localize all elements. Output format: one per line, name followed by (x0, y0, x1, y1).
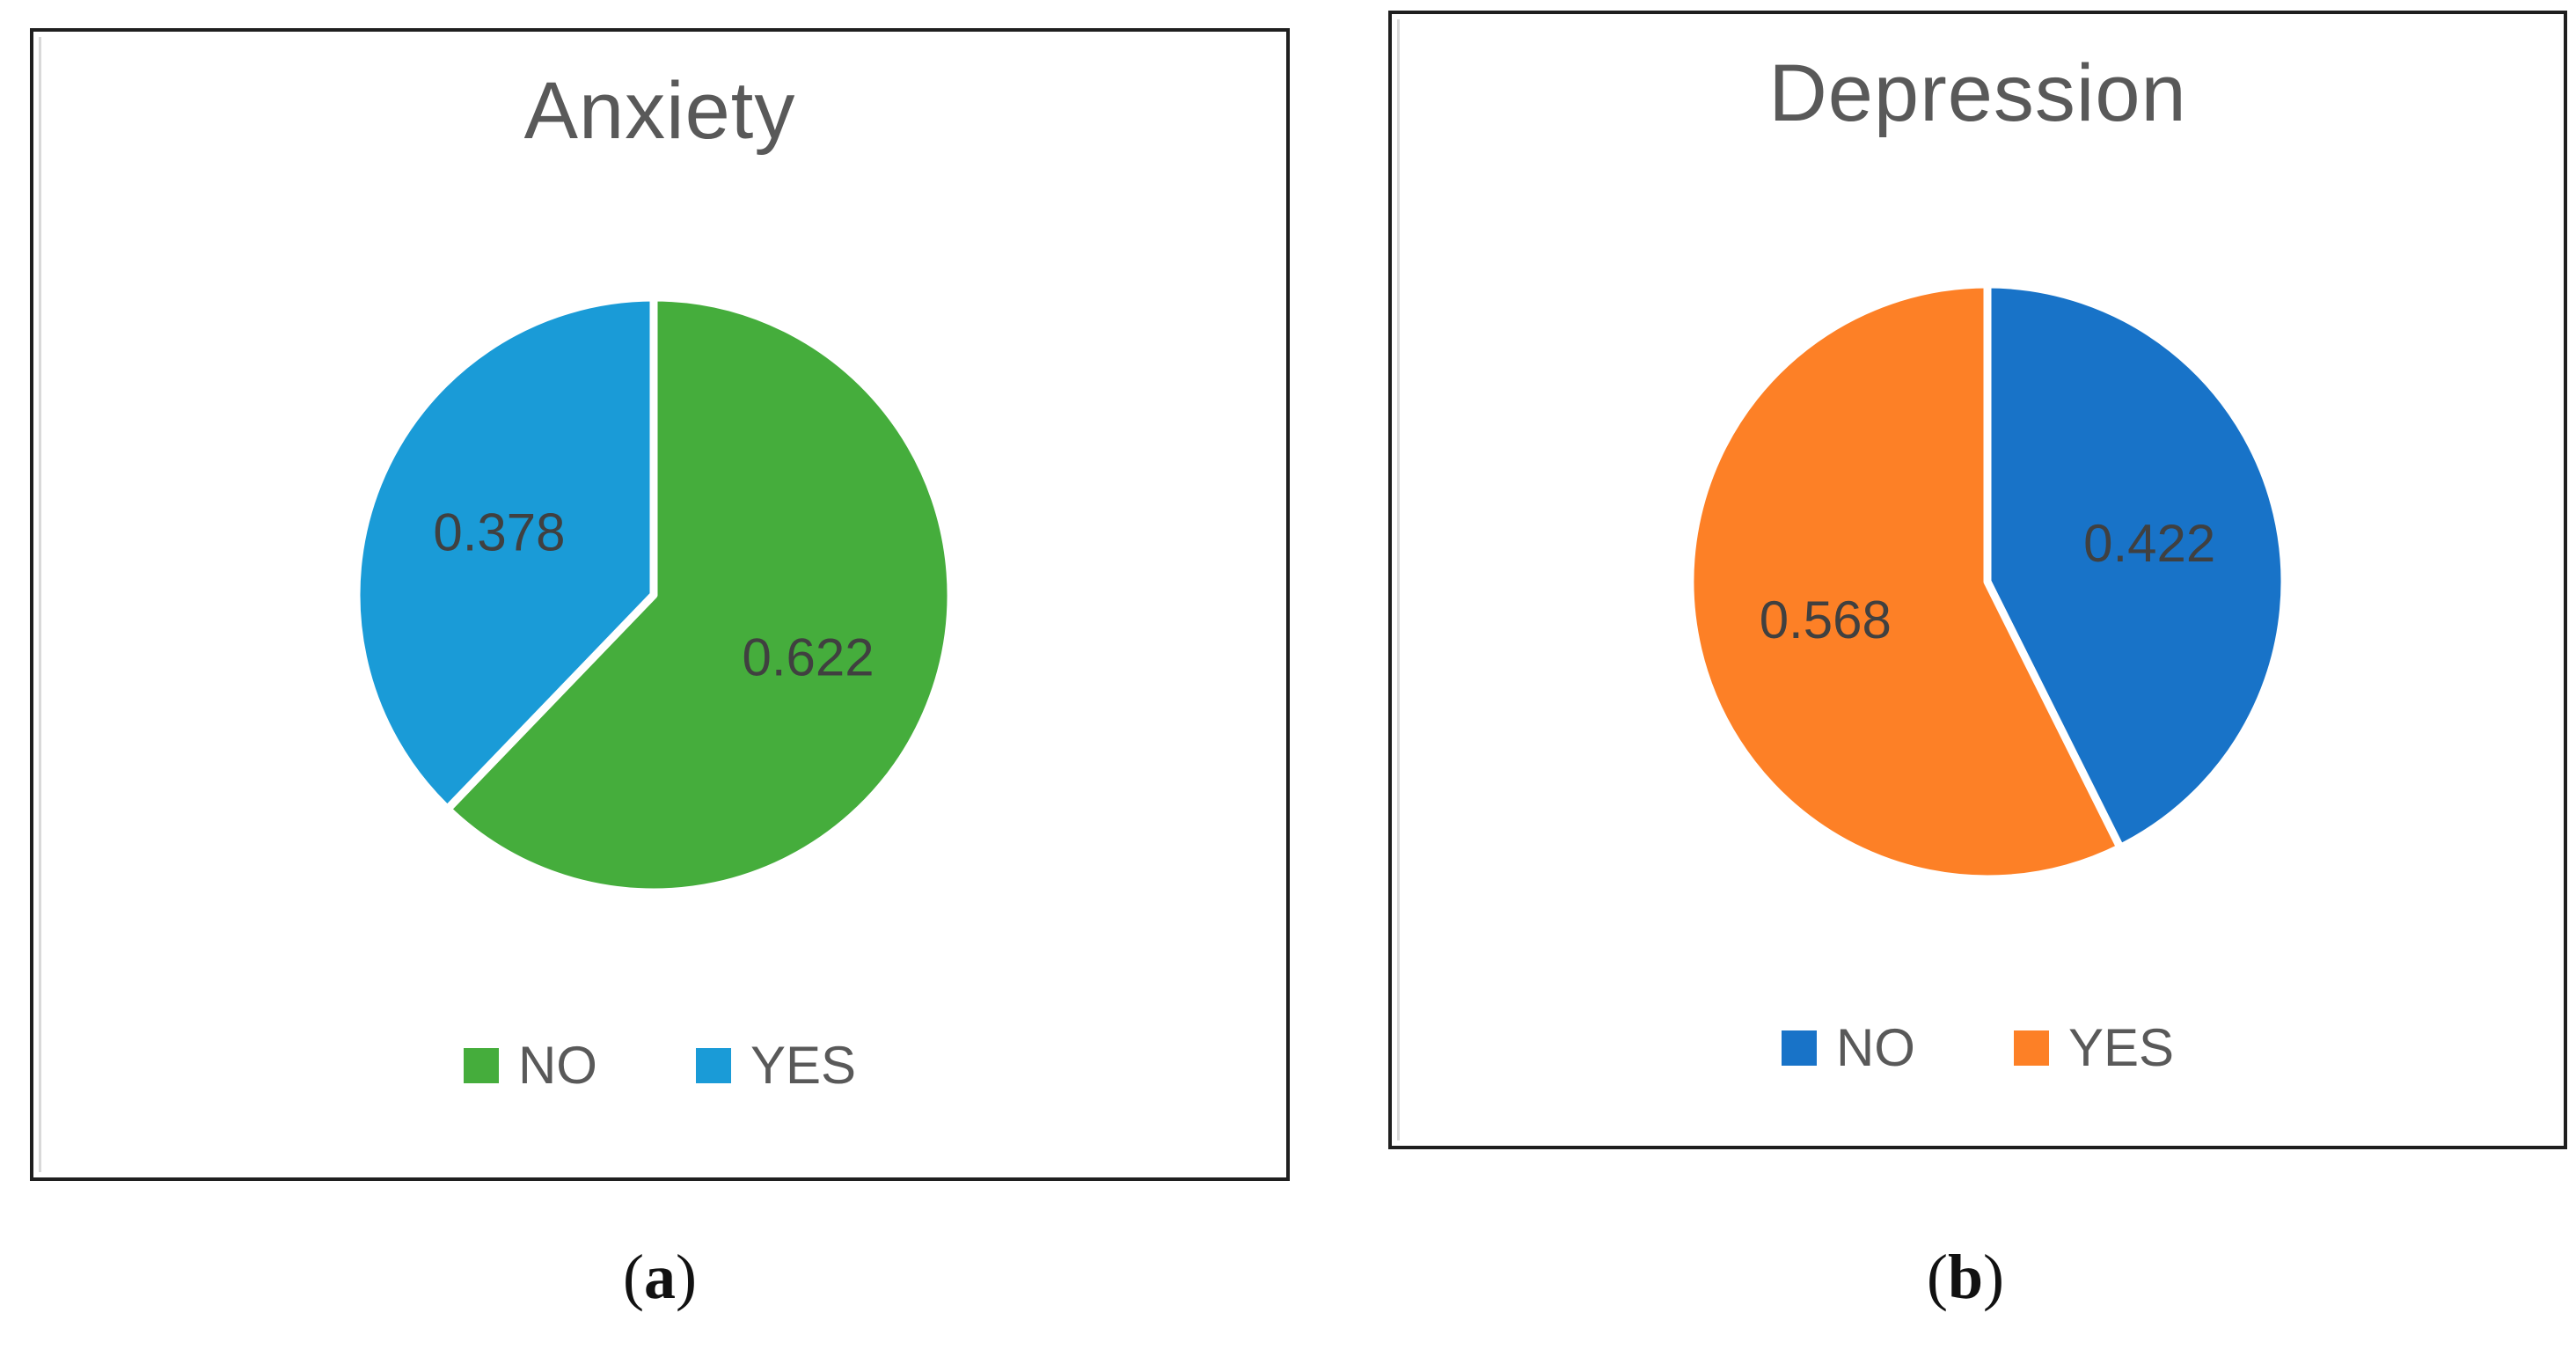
legend-swatch-yes (2013, 1030, 2049, 1066)
data-label-yes: 0.568 (1760, 590, 1892, 649)
legend-swatch-yes (695, 1047, 731, 1083)
legend-label-no: NO (517, 1036, 597, 1095)
pie-slice-yes (1686, 280, 2125, 884)
pie-chart-anxiety: 0.622 0.378 (352, 293, 955, 897)
pie-slice-yes (352, 293, 658, 813)
pie-chart-depression: 0.422 0.568 (1686, 280, 2289, 884)
chart-panel-depression: Depression 0.422 0.568 NO YES (1388, 11, 2567, 1149)
legend-label-yes: YES (750, 1036, 857, 1095)
legend-item-yes: YES (695, 1035, 857, 1096)
chart-title: Depression (1768, 48, 2187, 138)
legend-item-no: NO (463, 1035, 597, 1096)
legend-swatch-no (1781, 1030, 1817, 1066)
subfigure-label-b: (b) (1926, 1242, 2004, 1312)
panel-edge-line (39, 37, 41, 1172)
legend: NO YES (1392, 1017, 2564, 1078)
panel-edge-line (1397, 19, 1400, 1140)
data-label-no: 0.422 (2083, 514, 2215, 573)
legend-item-no: NO (1781, 1017, 1915, 1078)
legend-item-yes: YES (2013, 1017, 2175, 1078)
data-label-yes: 0.378 (433, 503, 565, 562)
chart-panel-anxiety: Anxiety 0.622 0.378 NO YES (30, 28, 1290, 1181)
subfigure-label-a: (a) (623, 1242, 697, 1312)
pie-slice-no (443, 293, 955, 897)
data-label-no: 0.622 (742, 627, 874, 686)
legend-label-yes: YES (2067, 1018, 2175, 1077)
chart-title: Anxiety (523, 66, 796, 156)
pie-slice-no (1983, 280, 2289, 852)
legend: NO YES (33, 1035, 1286, 1096)
legend-label-no: NO (1835, 1018, 1915, 1077)
legend-swatch-no (463, 1047, 499, 1083)
